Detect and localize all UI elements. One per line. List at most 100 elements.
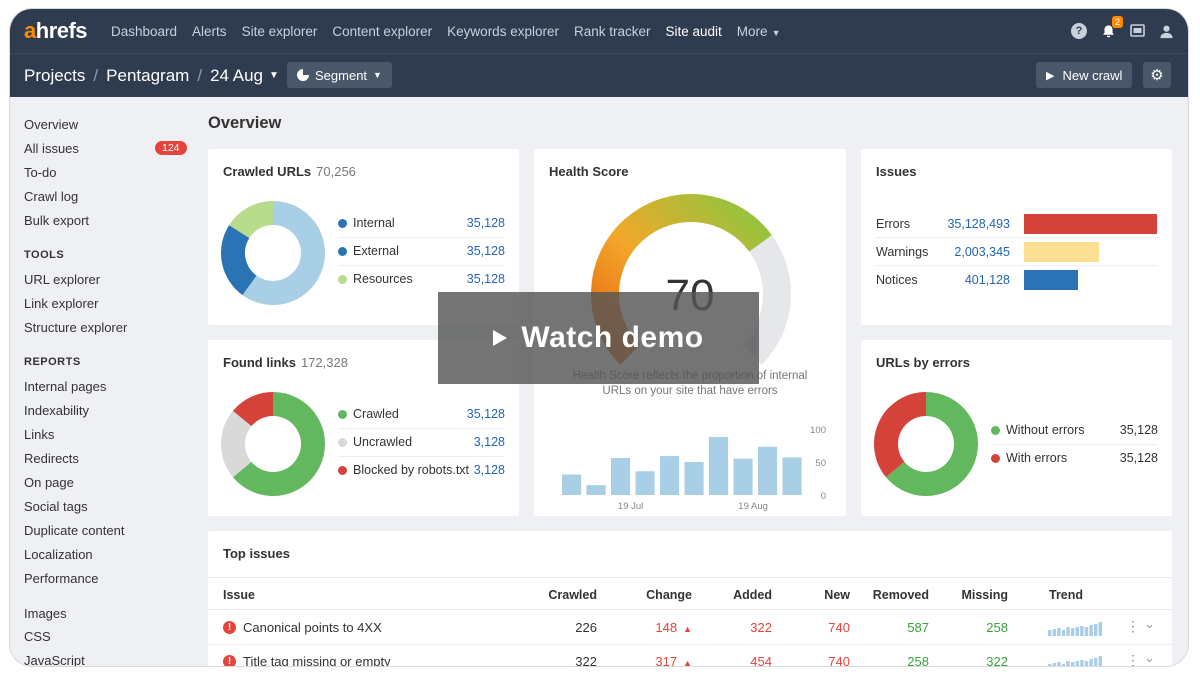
legend-row[interactable]: Resources 35,128 xyxy=(338,266,505,294)
legend-row[interactable]: Crawled 35,128 xyxy=(338,401,505,429)
segment-button[interactable]: Segment ▼ xyxy=(287,62,392,88)
trend-bar xyxy=(1066,661,1070,666)
col-removed[interactable]: Removed xyxy=(872,588,929,602)
nav-dashboard[interactable]: Dashboard xyxy=(111,23,178,39)
crumb-project[interactable]: Pentagram xyxy=(106,65,190,85)
trend-bar xyxy=(1089,625,1093,636)
sidebar-item-on-page[interactable]: On page xyxy=(24,475,74,490)
chevron-down-icon[interactable]: ⌄ xyxy=(1144,616,1155,631)
sidebar-item-duplicate-content[interactable]: Duplicate content xyxy=(24,523,125,538)
more-options-icon[interactable]: ⋮ xyxy=(1126,618,1140,634)
legend-value[interactable]: 35,128 xyxy=(466,272,505,286)
col-added[interactable]: Added xyxy=(733,588,772,602)
y-tick-label: 100 xyxy=(810,425,826,436)
bell-icon[interactable]: 2 xyxy=(1100,16,1123,39)
sidebar-item-overview[interactable]: Overview xyxy=(24,117,79,132)
issue-row-errors[interactable]: Errors 35,128,493 xyxy=(876,210,1158,238)
cell-removed: 587 xyxy=(907,620,929,635)
health-history-chart: 100 50 0 19 Jul 19 Aug xyxy=(562,425,826,512)
crumb-projects[interactable]: Projects xyxy=(24,65,86,85)
trend-bar xyxy=(1057,662,1061,666)
urls-by-errors-donut xyxy=(874,392,978,496)
nav-site-explorer[interactable]: Site explorer xyxy=(241,23,318,39)
help-icon[interactable]: ? xyxy=(1071,23,1087,39)
legend-row[interactable]: Without errors 35,128 xyxy=(991,417,1158,445)
sidebar-item-all-issues[interactable]: All issues xyxy=(24,141,79,156)
sidebar-item-performance[interactable]: Performance xyxy=(24,571,99,586)
legend-row[interactable]: Blocked by robots.txt 3,128 xyxy=(338,457,505,485)
table-row[interactable]: ! Title tag missing or empty 322 317 ▲ 45… xyxy=(208,645,1172,666)
sidebar-item-css[interactable]: CSS xyxy=(24,629,51,644)
sidebar-item-structure-explorer[interactable]: Structure explorer xyxy=(24,320,128,335)
sidebar-item-social-tags[interactable]: Social tags xyxy=(24,499,88,514)
nav-alerts[interactable]: Alerts xyxy=(192,23,227,39)
trend-bar xyxy=(1075,627,1079,636)
screen-icon[interactable] xyxy=(1129,23,1145,39)
crawled-urls-donut xyxy=(221,201,325,305)
legend-row[interactable]: External 35,128 xyxy=(338,238,505,266)
col-crawled[interactable]: Crawled xyxy=(548,588,597,602)
table-row[interactable]: ! Canonical points to 4XX 226 148 ▲ 322 7… xyxy=(208,611,1172,645)
trend-bar xyxy=(1052,663,1056,666)
col-issue[interactable]: Issue xyxy=(223,588,255,602)
nav-keywords-explorer[interactable]: Keywords explorer xyxy=(447,23,559,39)
legend-value[interactable]: 35,128 xyxy=(466,244,505,258)
ahrefs-logo[interactable]: ahrefs xyxy=(24,18,88,43)
crumb-date[interactable]: 24 Aug xyxy=(210,65,264,85)
found-links-donut xyxy=(221,392,325,496)
nav-more[interactable]: More ▼ xyxy=(737,24,781,39)
trend-bar xyxy=(1098,656,1102,666)
nav-rank-tracker[interactable]: Rank tracker xyxy=(573,23,651,39)
sidebar-item-crawl-log[interactable]: Crawl log xyxy=(24,189,79,204)
caret-down-icon[interactable]: ▼ xyxy=(269,70,279,81)
issue-value[interactable]: 401,128 xyxy=(964,273,1010,287)
legend-value[interactable]: 35,128 xyxy=(466,216,505,230)
sidebar-heading-reports: REPORTS xyxy=(24,356,81,368)
sidebar-item-localization[interactable]: Localization xyxy=(24,547,93,562)
watch-demo-label: Watch demo xyxy=(521,321,704,354)
top-issues-card: Top issues Issue Crawled Change Added Ne… xyxy=(208,531,1172,666)
sidebar-item-redirects[interactable]: Redirects xyxy=(24,451,79,466)
trend-bar xyxy=(1084,661,1089,666)
col-missing[interactable]: Missing xyxy=(961,588,1008,602)
sidebar-item-internal-pages[interactable]: Internal pages xyxy=(24,379,107,394)
legend-row[interactable]: With errors 35,128 xyxy=(991,445,1158,473)
legend-row[interactable]: Internal 35,128 xyxy=(338,210,505,238)
legend-dot xyxy=(338,219,347,228)
issue-row-warnings[interactable]: Warnings 2,003,345 xyxy=(876,238,1158,266)
crumb-separator: / xyxy=(197,65,203,85)
sidebar-item-todo[interactable]: To-do xyxy=(24,165,57,180)
gear-icon[interactable]: ⚙ xyxy=(1143,62,1171,88)
issue-name[interactable]: Canonical points to 4XX xyxy=(243,620,382,635)
sidebar-item-bulk-export[interactable]: Bulk export xyxy=(24,213,90,228)
col-new[interactable]: New xyxy=(824,588,850,602)
issue-name[interactable]: Title tag missing or empty xyxy=(243,654,391,666)
sidebar-item-images[interactable]: Images xyxy=(24,606,67,621)
watch-demo-button[interactable]: Watch demo xyxy=(438,292,759,384)
sidebar-item-indexability[interactable]: Indexability xyxy=(24,403,90,418)
legend-value[interactable]: 3,128 xyxy=(473,435,505,449)
sidebar-item-links[interactable]: Links xyxy=(24,427,55,442)
trend-bar xyxy=(1057,628,1061,636)
sidebar-item-url-explorer[interactable]: URL explorer xyxy=(24,272,101,287)
legend-value[interactable]: 35,128 xyxy=(466,407,505,421)
new-crawl-button[interactable]: ▶ New crawl xyxy=(1036,62,1133,88)
more-options-icon[interactable]: ⋮ xyxy=(1126,652,1140,666)
legend-label: Crawled xyxy=(353,407,399,421)
issue-row-notices[interactable]: Notices 401,128 xyxy=(876,266,1158,294)
trend-sparkline xyxy=(1048,622,1102,636)
issues-card[interactable]: Issues Errors 35,128,493 Warnings 2,003,34… xyxy=(861,149,1172,325)
issue-value[interactable]: 35,128,493 xyxy=(947,217,1010,231)
y-tick-label: 0 xyxy=(821,491,826,502)
legend-value[interactable]: 3,128 xyxy=(473,463,505,477)
urls-by-errors-card[interactable]: URLs by errors Without errors 35,128 With… xyxy=(861,340,1172,516)
chevron-down-icon[interactable]: ⌄ xyxy=(1144,650,1155,665)
legend-row[interactable]: Uncrawled 3,128 xyxy=(338,429,505,457)
col-change[interactable]: Change xyxy=(646,588,692,602)
user-icon[interactable] xyxy=(1158,23,1174,39)
nav-content-explorer[interactable]: Content explorer xyxy=(332,23,433,39)
issue-value[interactable]: 2,003,345 xyxy=(954,245,1010,259)
sidebar-item-javascript[interactable]: JavaScript xyxy=(24,653,85,666)
nav-site-audit[interactable]: Site audit xyxy=(665,23,722,39)
sidebar-item-link-explorer[interactable]: Link explorer xyxy=(24,296,99,311)
